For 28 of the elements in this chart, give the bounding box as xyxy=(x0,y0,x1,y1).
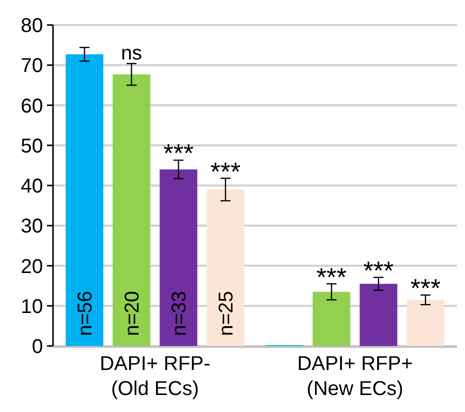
y-tick-label: 50 xyxy=(20,135,43,158)
x-tick-label: DAPI+ RFP- (Old ECs) xyxy=(100,353,210,400)
y-tick-label: 40 xyxy=(20,176,43,198)
data-label: ns xyxy=(120,42,142,65)
annotation: n=25 xyxy=(216,290,238,336)
y-tick-label: 30 xyxy=(20,216,43,238)
bar xyxy=(160,169,198,346)
data-label: *** xyxy=(210,156,241,186)
bar xyxy=(406,300,444,346)
y-tick-label: 20 xyxy=(20,256,43,278)
y-tick-label: 10 xyxy=(20,296,43,318)
y-tick-label: 60 xyxy=(20,95,43,118)
data-label: *** xyxy=(163,138,194,168)
bar xyxy=(206,190,244,346)
x-tick-label: DAPI+ RFP+ (New ECs) xyxy=(297,353,413,400)
y-tick-label: 0 xyxy=(32,336,43,358)
annotation: n=56 xyxy=(74,290,96,336)
bar xyxy=(112,74,150,346)
bar xyxy=(312,292,350,346)
y-tick-label: 70 xyxy=(20,55,43,78)
bar xyxy=(66,54,104,346)
annotation: n=33 xyxy=(168,290,190,336)
data-label: *** xyxy=(363,255,394,286)
annotation: n=20 xyxy=(122,290,144,336)
bar xyxy=(360,284,398,346)
data-label: *** xyxy=(410,273,441,304)
data-label: *** xyxy=(316,262,347,292)
y-tick-label: 80 xyxy=(20,15,43,37)
